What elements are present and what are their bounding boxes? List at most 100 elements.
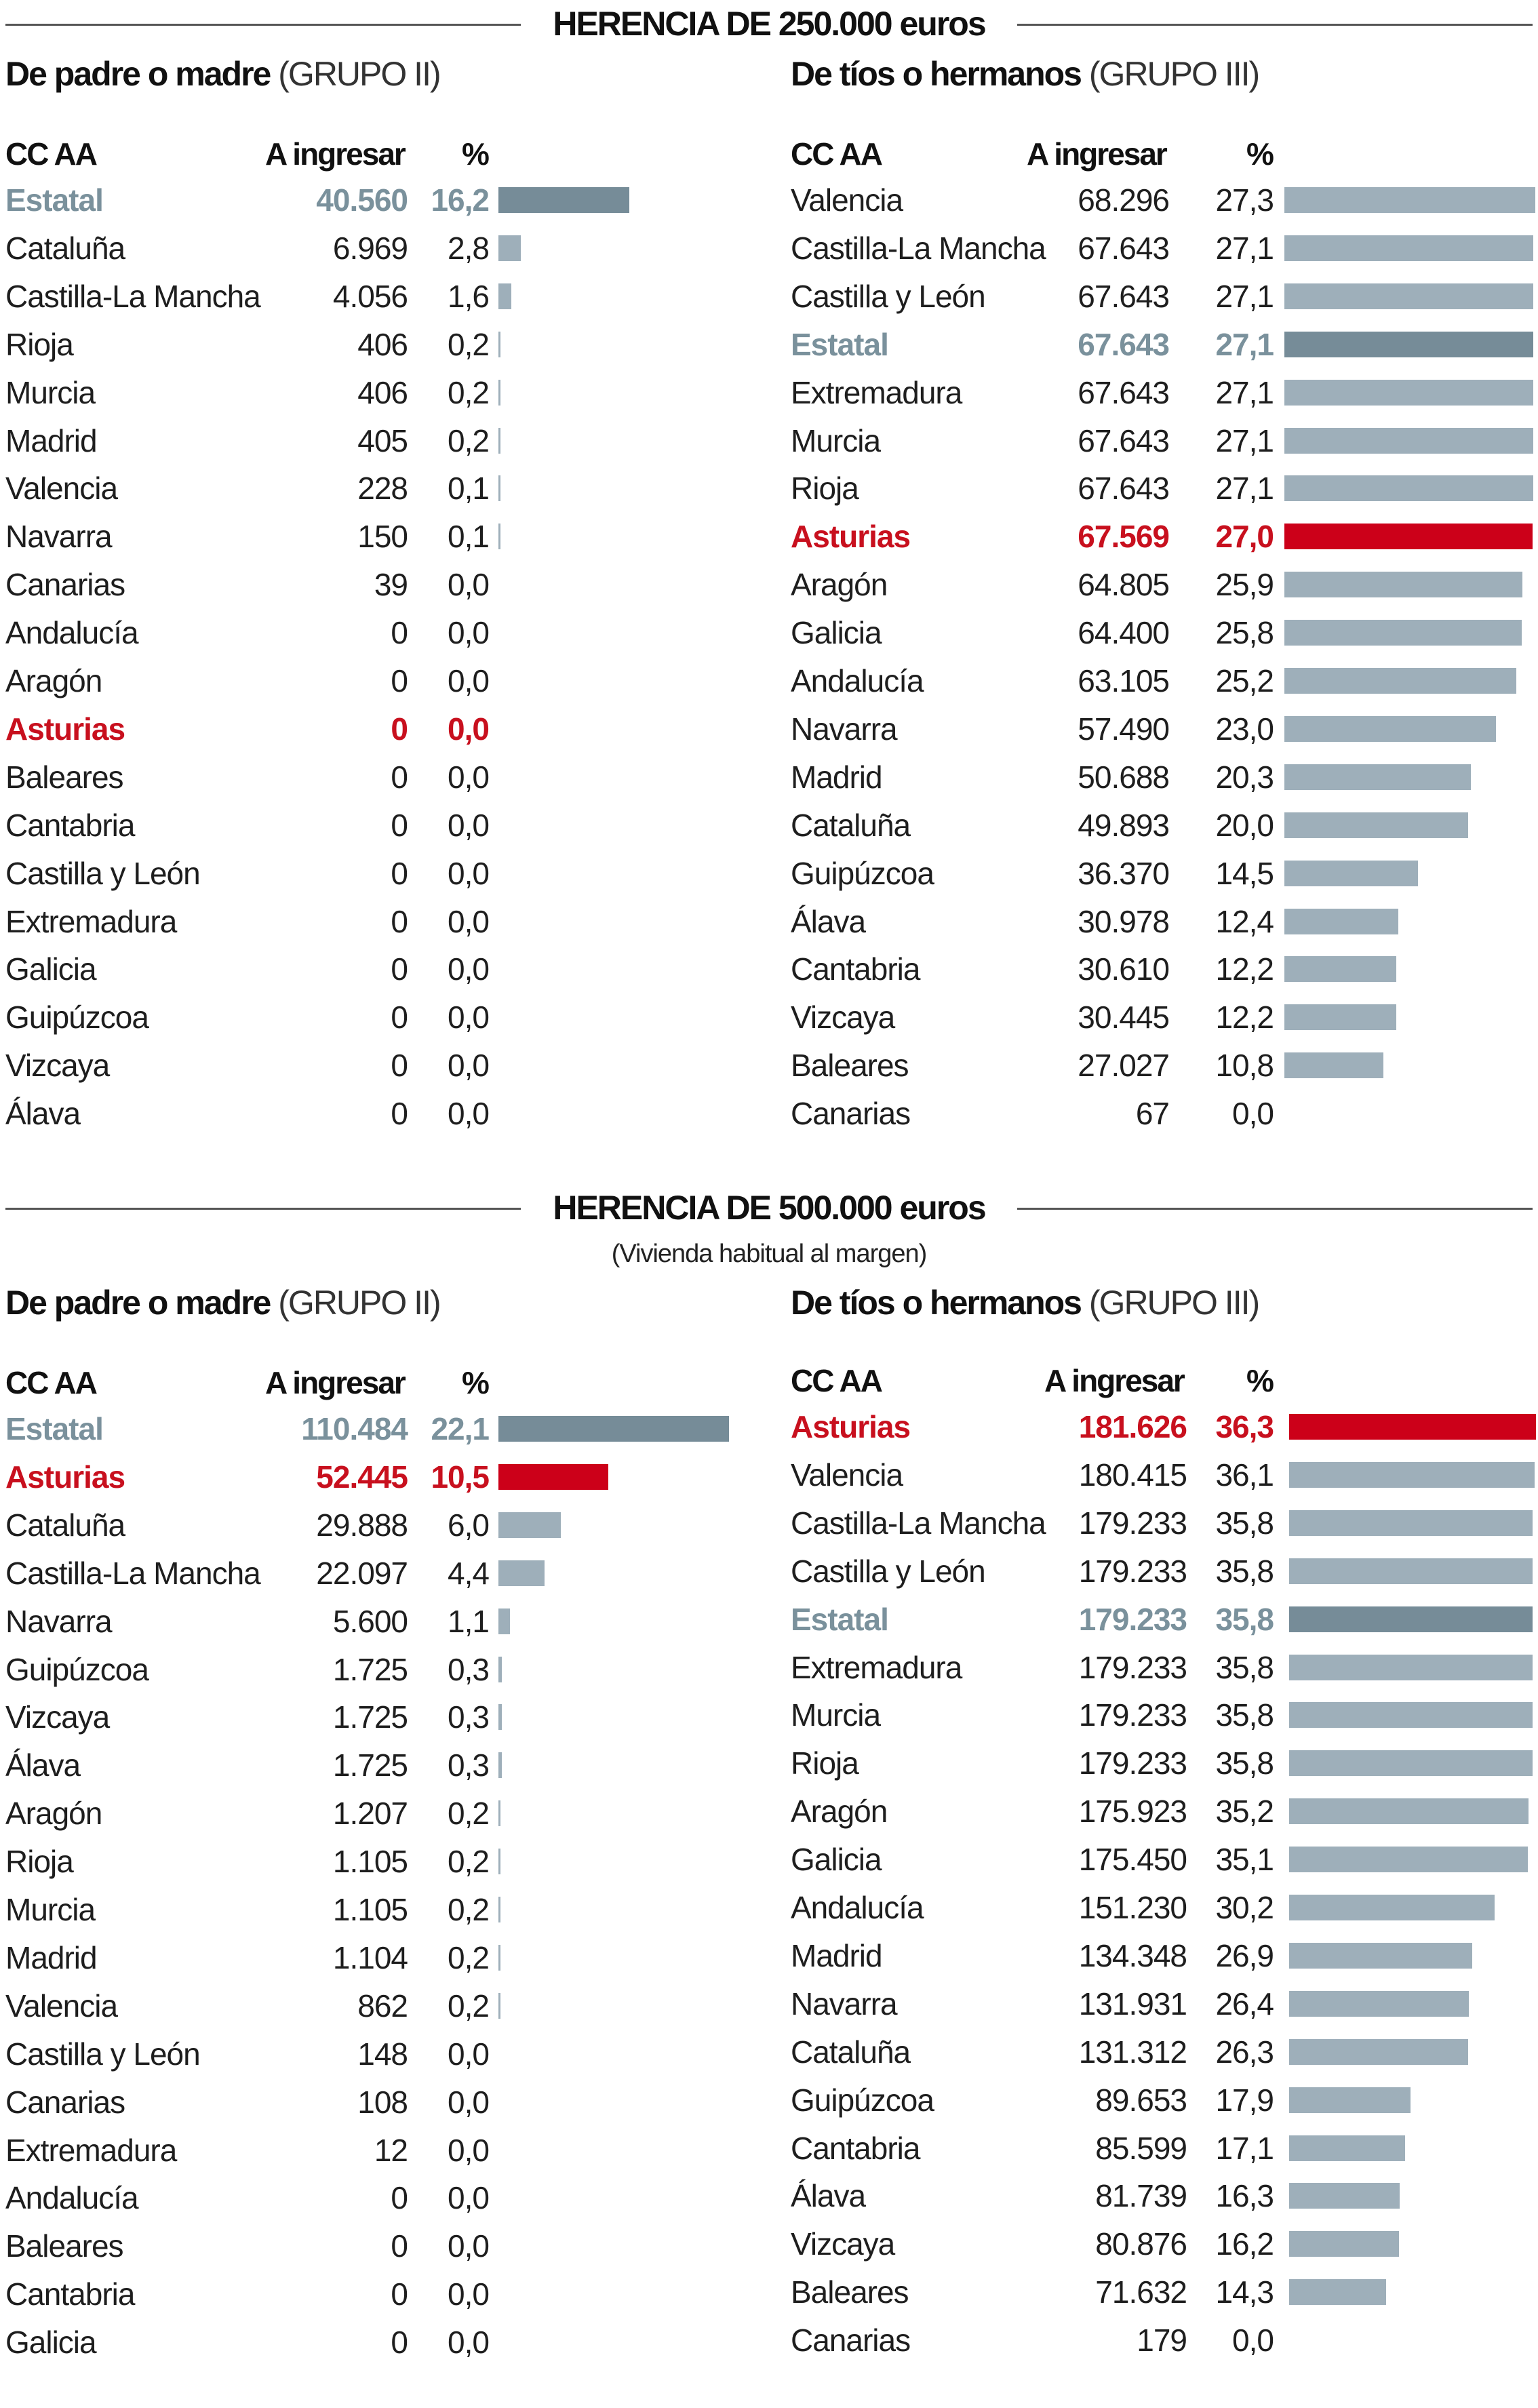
region-name: Estatal [791,326,889,362]
percent-value: 0,0 [448,2036,490,2072]
region-name: Cantabria [5,807,135,843]
amount-value: 67.643 [1078,230,1170,266]
amount-value: 150 [357,519,408,555]
amount-value: 181.626 [1078,1409,1187,1444]
table-row: Canarias 39 0,0 [5,566,751,614]
percent-value: 0,0 [448,1096,490,1132]
region-name: Valencia [5,471,118,507]
table-row: Extremadura 0 0,0 [5,903,751,951]
table-row: Valencia 228 0,1 [5,470,751,517]
region-name: Andalucía [5,2180,139,2216]
bar-region [1289,1942,1472,1969]
amount-value: 0 [391,1000,408,1035]
percent-value: 0,2 [448,1796,490,1832]
amount-value: 0 [391,855,408,891]
region-name: Álava [5,1096,81,1132]
percent-value: 0,0 [448,2276,490,2312]
amount-value: 406 [357,326,408,362]
percent-value: 25,8 [1215,615,1274,651]
column-header-ccaa: CC AA [5,1365,98,1400]
bar-asturias [498,1463,608,1490]
region-name: Aragón [791,567,888,603]
amount-value: 30.445 [1078,1000,1170,1035]
region-name: Extremadura [791,374,962,410]
region-name: Estatal [5,182,104,218]
percent-value: 27,1 [1215,278,1274,314]
percent-value: 30,2 [1215,1890,1274,1925]
table-row: Álava 0 0,0 [5,1095,751,1143]
column-header-percent: % [1246,136,1274,172]
amount-value: 22.097 [316,1555,408,1591]
bar-region [498,1800,501,1827]
region-name: Castilla y León [791,1553,986,1589]
table-row: Vizcaya 30.445 12,2 [791,999,1537,1046]
amount-value: 148 [357,2036,408,2072]
region-name: Cataluña [5,1507,125,1543]
percent-value: 0,2 [448,1844,490,1880]
region-name: Baleares [791,1048,909,1084]
bar-region [1289,2231,1400,2257]
percent-value: 27,0 [1215,519,1274,555]
table-row: Rioja 67.643 27,1 [791,470,1537,517]
region-name: Madrid [791,1937,883,1973]
region-name: Asturias [5,1459,125,1495]
amount-value: 131.312 [1078,2034,1187,2070]
percent-value: 12,2 [1215,1000,1274,1035]
amount-value: 406 [357,374,408,410]
amount-value: 1.207 [332,1796,408,1832]
table-row: Rioja 406 0,2 [5,326,751,374]
percent-value: 6,0 [448,1507,490,1543]
percent-value: 26,9 [1215,1937,1274,1973]
amount-value: 64.400 [1078,615,1170,651]
bar-region [1289,1847,1528,1873]
table-row: Valencia 68.296 27,3 [791,182,1537,229]
table-row: Estatal 40.560 16,2 [5,182,751,229]
region-name: Galicia [5,951,97,987]
column-header-ccaa: CC AA [791,136,883,172]
percent-value: 4,4 [448,1555,490,1591]
percent-value: 27,1 [1215,326,1274,362]
region-name: Murcia [791,1697,881,1733]
amount-value: 0 [391,2325,408,2361]
group-title: De padre o madre [5,55,271,93]
table-row: Cataluña 6.969 2,8 [5,230,751,277]
region-name: Castilla y León [5,855,201,891]
amount-value: 179.233 [1078,1649,1187,1685]
region-name: Navarra [5,519,113,555]
bar-estatal [1284,331,1534,357]
region-name: Álava [791,2178,866,2214]
percent-value: 25,2 [1215,663,1274,698]
bar-region [498,331,500,357]
percent-value: 35,8 [1215,1601,1274,1637]
percent-value: 35,8 [1215,1649,1274,1685]
region-name: Aragón [5,663,102,698]
amount-value: 175.923 [1078,1794,1187,1830]
percent-value: 0,1 [448,471,490,507]
amount-value: 228 [357,471,408,507]
column-header-ccaa: CC AA [5,136,98,172]
amount-value: 0 [391,759,408,795]
percent-value: 12,2 [1215,951,1274,987]
column-header-percent: % [462,136,490,172]
bar-region [1284,235,1534,261]
bar-region [1284,668,1516,694]
table-row: Vizcaya 1.725 0,3 [5,1699,751,1746]
column-header-amount: A ingresar [1027,136,1168,172]
region-name: Canarias [791,1096,911,1132]
percent-value: 14,5 [1215,855,1274,891]
percent-value: 10,5 [431,1459,490,1495]
amount-value: 12 [374,2132,408,2168]
percent-value: 0,0 [448,711,490,747]
bar-region [1284,475,1534,502]
table-row: Cantabria 0 0,0 [5,807,751,854]
bar-region [498,379,500,406]
region-name: Extremadura [5,2132,177,2168]
bar-region [498,1560,545,1586]
table-row: Castilla y León 67.643 27,1 [791,278,1537,325]
amount-value: 27.027 [1078,1048,1170,1084]
amount-value: 108 [357,2084,408,2120]
amount-value: 6.969 [332,230,408,266]
amount-value: 0 [391,711,408,747]
table-row: Álava 81.739 16,3 [791,2177,1537,2225]
table-row: Madrid 1.104 0,2 [5,1939,751,1987]
